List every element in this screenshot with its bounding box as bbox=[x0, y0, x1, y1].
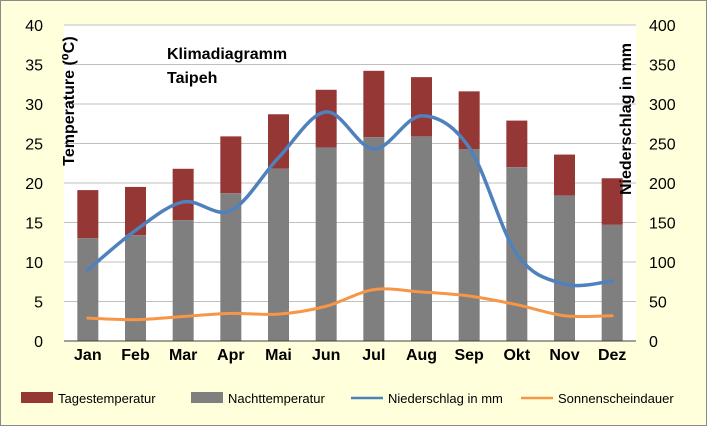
x-category-label: Apr bbox=[217, 347, 245, 364]
legend-label: Sonnenscheindauer bbox=[558, 391, 674, 406]
left-tick-label: 0 bbox=[34, 334, 43, 351]
left-tick-label: 30 bbox=[25, 97, 43, 114]
bar-tagestemperatur bbox=[220, 136, 242, 194]
legend-label: Tagestemperatur bbox=[58, 391, 156, 406]
x-axis-categories: Jan Feb Mar Apr Mai Jun Jul Aug Sep Okt Nov Dez bbox=[74, 347, 626, 364]
right-tick-label: 350 bbox=[649, 58, 676, 75]
legend: Tagestemperatur Nachttemperatur Niederschl… bbox=[21, 391, 674, 406]
bar-tagestemperatur bbox=[458, 91, 480, 150]
right-tick-label: 150 bbox=[649, 216, 676, 233]
bar-nachttemperatur bbox=[458, 149, 480, 341]
bar-nachttemperatur bbox=[220, 193, 242, 341]
bar-tagestemperatur bbox=[554, 154, 575, 196]
bar-tagestemperatur bbox=[268, 114, 289, 169]
legend-item: Tagestemperatur bbox=[21, 391, 156, 406]
right-tick-label: 0 bbox=[649, 334, 658, 351]
right-tick-label: 50 bbox=[649, 295, 667, 312]
left-tick-label: 10 bbox=[25, 255, 43, 272]
temperature-bars bbox=[77, 70, 623, 341]
legend-swatch bbox=[21, 392, 53, 403]
legend-item: Nachttemperatur bbox=[191, 391, 325, 406]
line-series bbox=[86, 110, 614, 322]
legend-label: Niederschlag in mm bbox=[388, 391, 503, 406]
bar-tagestemperatur bbox=[601, 178, 623, 225]
line-sonnenscheindauer bbox=[86, 287, 614, 322]
bar-tagestemperatur bbox=[77, 190, 99, 239]
bar-tagestemperatur bbox=[315, 89, 337, 148]
right-tick-label: 400 bbox=[649, 18, 676, 35]
x-category-label: Mar bbox=[169, 347, 197, 364]
bar-nachttemperatur bbox=[363, 137, 385, 341]
bar-nachttemperatur bbox=[125, 235, 146, 341]
x-category-label: Okt bbox=[503, 347, 530, 364]
chart-title: Klimadiagramm bbox=[167, 46, 287, 63]
bar-nachttemperatur bbox=[411, 136, 432, 341]
left-tick-label: 25 bbox=[25, 137, 43, 154]
right-axis-title: Niederschlag in mm bbox=[618, 43, 635, 195]
right-tick-label: 100 bbox=[649, 255, 676, 272]
x-category-label: Aug bbox=[406, 347, 437, 364]
left-axis-title: Temperature (⁰C) bbox=[61, 36, 78, 165]
left-tick-label: 5 bbox=[34, 295, 43, 312]
bar-nachttemperatur bbox=[315, 147, 337, 341]
bar-nachttemperatur bbox=[172, 220, 194, 341]
bar-tagestemperatur bbox=[506, 120, 528, 168]
left-tick-label: 20 bbox=[25, 176, 43, 193]
left-tick-label: 15 bbox=[25, 216, 43, 233]
x-category-label: Jan bbox=[74, 347, 102, 364]
line-niederschlag bbox=[86, 110, 614, 288]
bar-nachttemperatur bbox=[77, 238, 99, 341]
right-tick-label: 250 bbox=[649, 137, 676, 154]
x-category-label: Mai bbox=[265, 347, 292, 364]
x-category-label: Jun bbox=[312, 347, 340, 364]
right-tick-label: 300 bbox=[649, 97, 676, 114]
legend-item: Niederschlag in mm bbox=[351, 391, 503, 406]
bar-tagestemperatur bbox=[172, 168, 194, 221]
bar-tagestemperatur bbox=[363, 70, 385, 138]
bar-nachttemperatur bbox=[554, 195, 575, 341]
x-category-label: Dez bbox=[598, 347, 626, 364]
bar-tagestemperatur bbox=[125, 186, 146, 236]
left-y-axis-ticks: 0 5 10 15 20 25 30 35 40 bbox=[25, 18, 43, 351]
chart-subtitle: Taipeh bbox=[167, 70, 217, 87]
legend-label: Nachttemperatur bbox=[228, 391, 325, 406]
left-tick-label: 40 bbox=[25, 18, 43, 35]
x-category-label: Feb bbox=[121, 347, 150, 364]
gridlines bbox=[64, 24, 636, 302]
bar-tagestemperatur bbox=[411, 77, 432, 137]
x-category-label: Sep bbox=[454, 347, 484, 364]
x-category-label: Nov bbox=[549, 347, 579, 364]
legend-swatch bbox=[191, 392, 223, 403]
right-y-axis-ticks: 0 50 100 150 200 250 300 350 400 bbox=[649, 18, 676, 351]
bar-nachttemperatur bbox=[601, 224, 623, 341]
left-tick-label: 35 bbox=[25, 58, 43, 75]
bar-nachttemperatur bbox=[268, 168, 289, 341]
right-tick-label: 200 bbox=[649, 176, 676, 193]
x-category-label: Jul bbox=[362, 347, 385, 364]
legend-item: Sonnenscheindauer bbox=[521, 391, 674, 406]
